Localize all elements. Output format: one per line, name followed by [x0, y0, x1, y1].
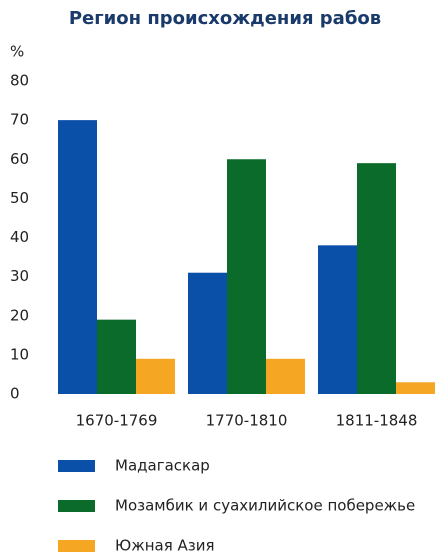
bar — [188, 272, 227, 394]
legend-label: Мозамбик и суахилийское побережье — [115, 497, 415, 515]
bar — [266, 358, 305, 394]
chart-title: Регион происхождения рабов — [69, 8, 381, 29]
y-tick-label: 20 — [10, 306, 29, 324]
legend-swatch — [58, 540, 95, 552]
y-tick-label: 10 — [10, 345, 29, 363]
y-axis-label: % — [10, 43, 24, 61]
legend-label: Южная Азия — [115, 537, 215, 555]
y-tick-label: 0 — [10, 385, 20, 403]
y-tick-label: 80 — [10, 72, 29, 90]
bar — [227, 159, 266, 394]
y-tick-label: 40 — [10, 228, 29, 246]
x-tick-label: 1811-1848 — [336, 412, 418, 430]
legend-swatch — [58, 500, 95, 512]
bar — [58, 120, 97, 394]
bar — [97, 319, 136, 394]
bar — [396, 382, 435, 394]
bar — [136, 358, 175, 394]
legend-swatch — [58, 460, 95, 472]
bar — [318, 245, 357, 394]
x-tick-label: 1770-1810 — [206, 412, 288, 430]
y-tick-label: 50 — [10, 189, 29, 207]
y-tick-label: 60 — [10, 150, 29, 168]
bar — [357, 163, 396, 394]
x-tick-label: 1670-1769 — [76, 412, 158, 430]
y-tick-label: 30 — [10, 267, 29, 285]
y-tick-label: 70 — [10, 111, 29, 129]
legend-label: Мадагаскар — [115, 457, 210, 475]
